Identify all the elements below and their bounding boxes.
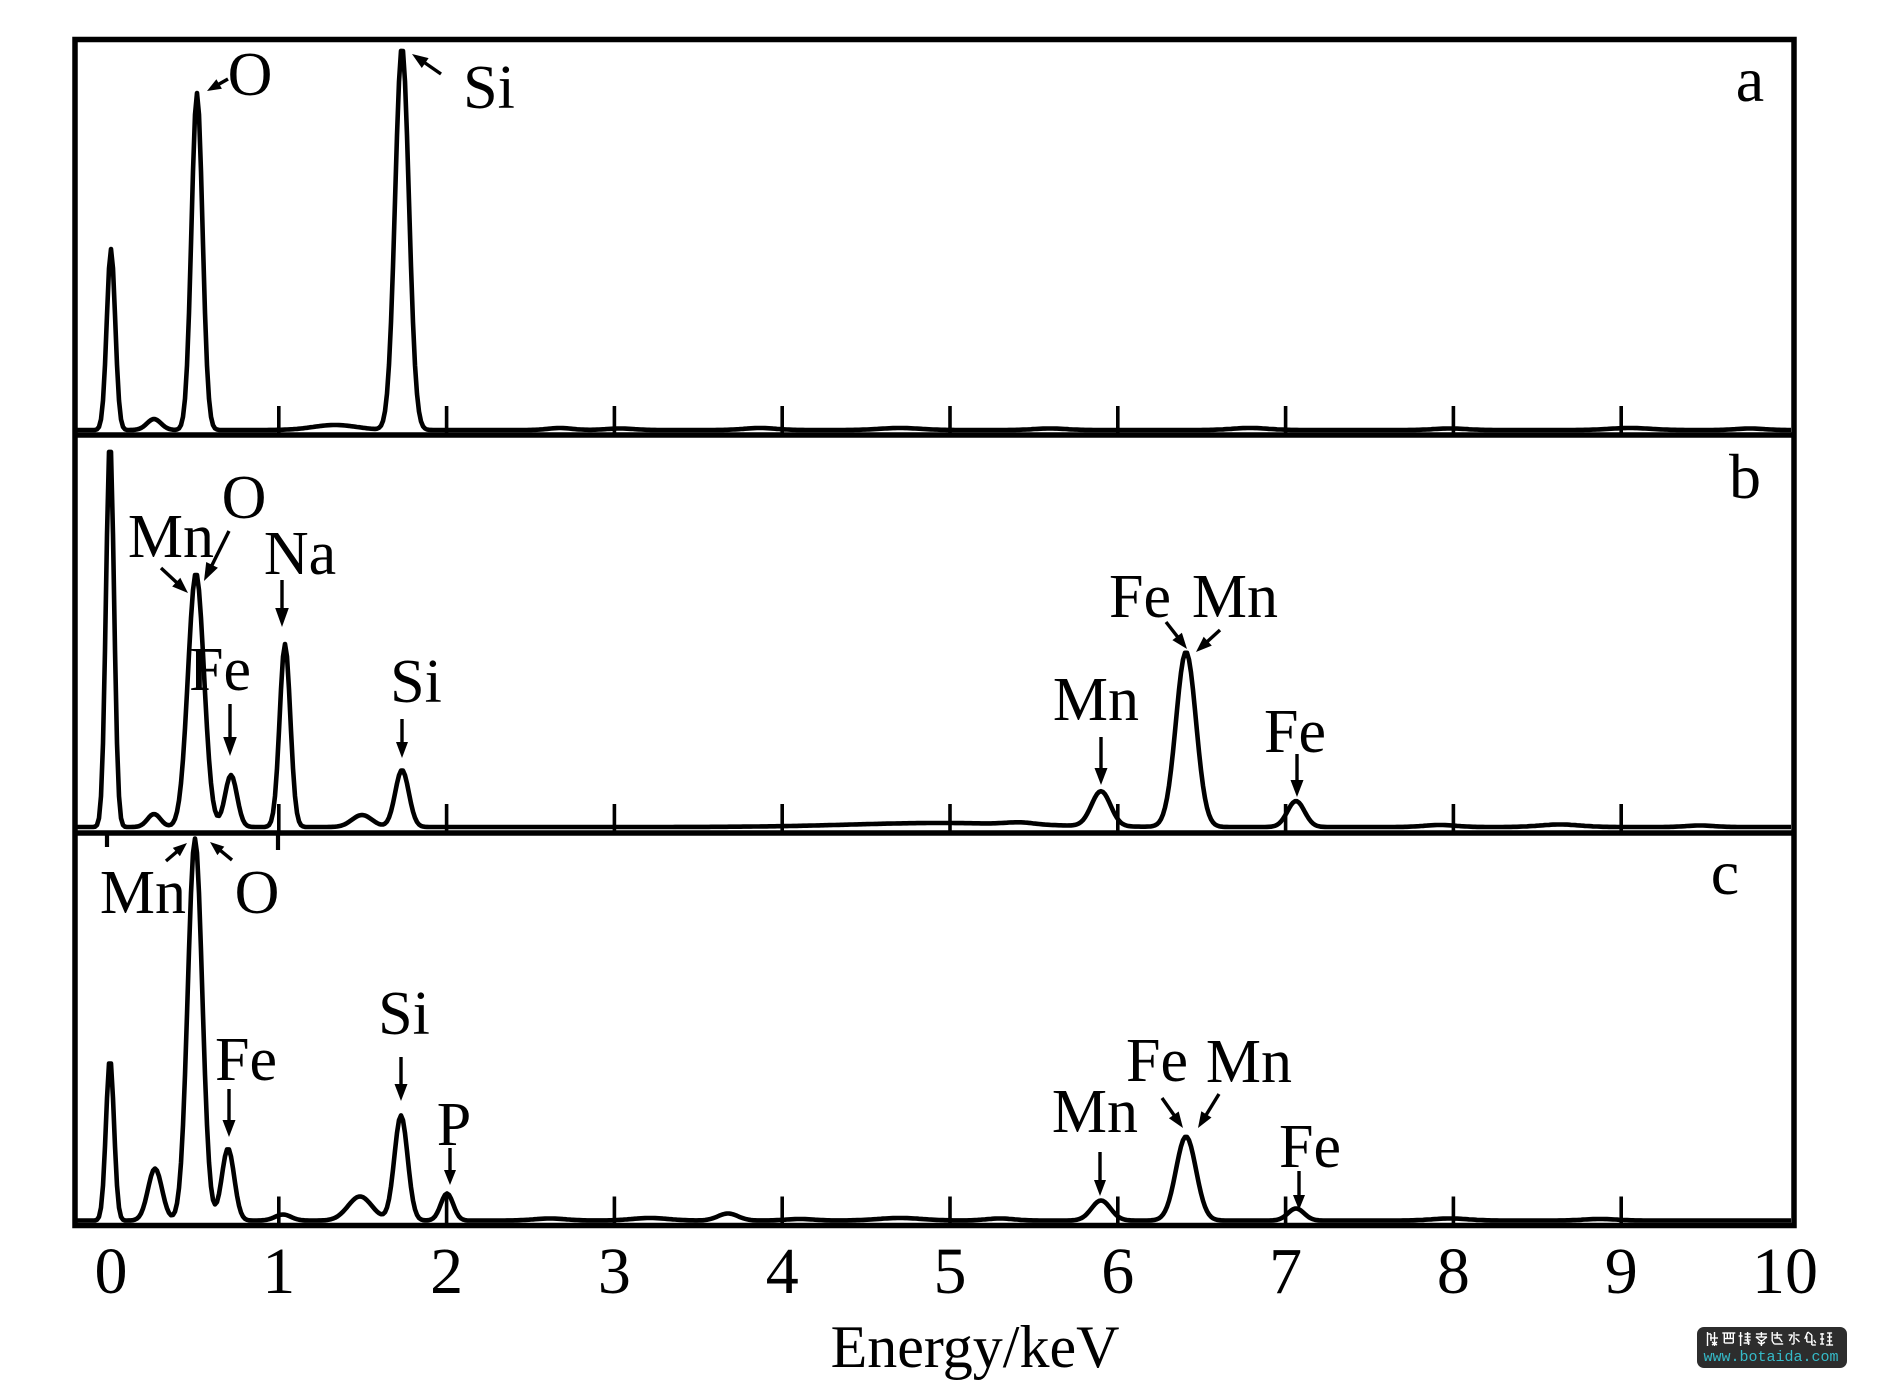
svg-text:Si: Si [378,980,430,1048]
svg-text:Mn: Mn [1053,666,1139,734]
svg-text:6: 6 [1101,1235,1134,1308]
svg-text:Fe: Fe [1264,698,1326,766]
svg-text:O: O [228,41,273,109]
svg-text:Mn: Mn [1052,1078,1138,1146]
svg-text:9: 9 [1605,1235,1638,1308]
svg-text:3: 3 [598,1235,631,1308]
svg-text:Fe: Fe [1126,1027,1188,1095]
svg-text:Fe: Fe [215,1026,277,1094]
svg-text:10: 10 [1752,1235,1818,1308]
svg-text:O: O [222,464,267,532]
svg-text:Fe: Fe [1279,1113,1341,1181]
svg-text:www.botaida.com: www.botaida.com [1703,1349,1838,1366]
svg-text:c: c [1711,837,1739,908]
svg-text:O: O [235,859,280,927]
svg-text:Mn: Mn [100,859,186,927]
svg-text:8: 8 [1437,1235,1470,1308]
svg-text:Fe: Fe [1109,563,1171,631]
svg-text:Fe: Fe [189,636,251,704]
svg-text:b: b [1729,441,1761,512]
svg-text:5: 5 [934,1235,967,1308]
svg-text:P: P [437,1091,471,1159]
svg-text:Mn: Mn [1206,1028,1292,1096]
svg-text:Si: Si [463,54,515,122]
svg-text:2: 2 [430,1235,463,1308]
svg-text:4: 4 [766,1235,799,1308]
svg-text:7: 7 [1269,1235,1302,1308]
svg-text:Energy/keV: Energy/keV [831,1314,1120,1380]
svg-text:Si: Si [390,648,442,716]
svg-text:Mn: Mn [128,503,214,571]
svg-text:Na: Na [264,520,336,588]
svg-text:1: 1 [262,1235,295,1308]
svg-text:0: 0 [95,1235,128,1308]
svg-text:a: a [1736,44,1764,115]
svg-text:Mn: Mn [1192,563,1278,631]
